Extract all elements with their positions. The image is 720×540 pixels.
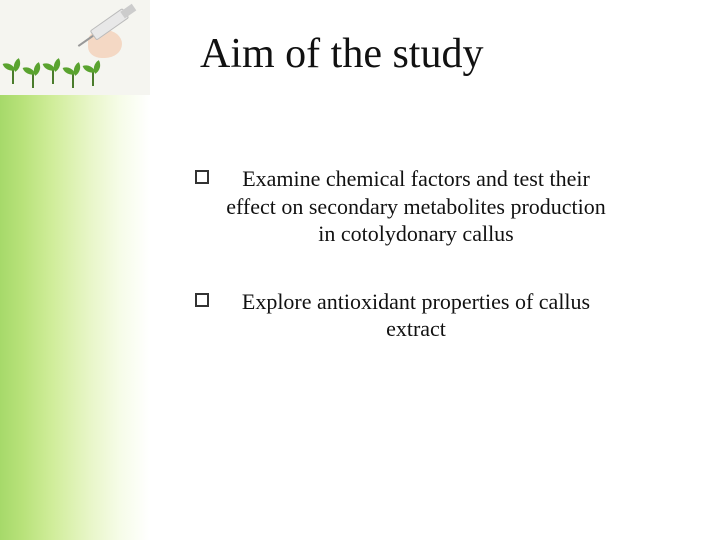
slide: Aim of the study Examine chemical factor… [0, 0, 720, 540]
seedling-icon [6, 58, 20, 84]
seedling-icon [66, 62, 80, 88]
square-bullet-icon [195, 170, 209, 184]
slide-body: Examine chemical factors and test their … [195, 165, 615, 383]
bullet-item: Examine chemical factors and test their … [195, 165, 615, 248]
slide-title: Aim of the study [200, 30, 483, 78]
square-bullet-icon [195, 293, 209, 307]
bullet-text: Explore antioxidant properties of callus… [217, 288, 615, 343]
bullet-text: Examine chemical factors and test their … [217, 165, 615, 248]
seedling-icon [26, 62, 40, 88]
seedling-icon [46, 58, 60, 84]
seedling-icon [86, 60, 100, 86]
corner-decorative-image [0, 0, 150, 95]
bullet-item: Explore antioxidant properties of callus… [195, 288, 615, 343]
